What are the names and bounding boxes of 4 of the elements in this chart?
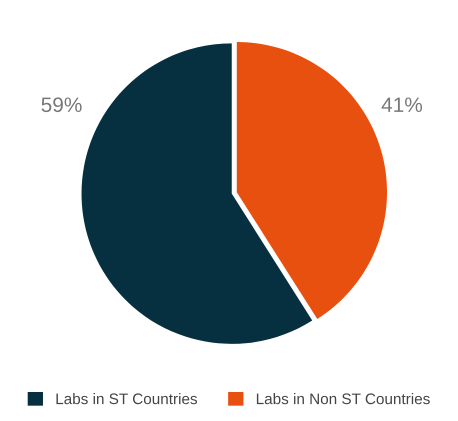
data-label: 59% (42, 97, 82, 112)
data-label: 41% (382, 97, 422, 112)
legend-label: Labs in ST Countries (56, 393, 198, 404)
legend-label: Labs in Non ST Countries (256, 393, 430, 404)
